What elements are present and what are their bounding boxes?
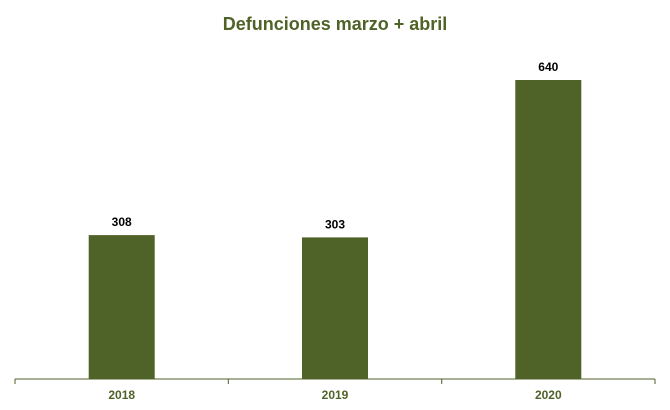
x-tick-label-2019: 2019 <box>322 388 349 402</box>
bars-layer <box>88 80 582 379</box>
data-label-2019: 303 <box>325 217 345 231</box>
bar-2018 <box>88 235 155 379</box>
x-tick-label-2018: 2018 <box>108 388 135 402</box>
data-label-2018: 308 <box>112 215 132 229</box>
data-label-2020: 640 <box>538 60 558 74</box>
x-tick-label-2020: 2020 <box>535 388 562 402</box>
bar-2020 <box>515 80 582 379</box>
bar-2019 <box>302 237 368 379</box>
chart-title: Defunciones marzo + abril <box>223 14 448 34</box>
x-axis: 2018 2019 2020 <box>14 378 656 402</box>
data-labels-layer: 308 303 640 <box>112 60 559 231</box>
